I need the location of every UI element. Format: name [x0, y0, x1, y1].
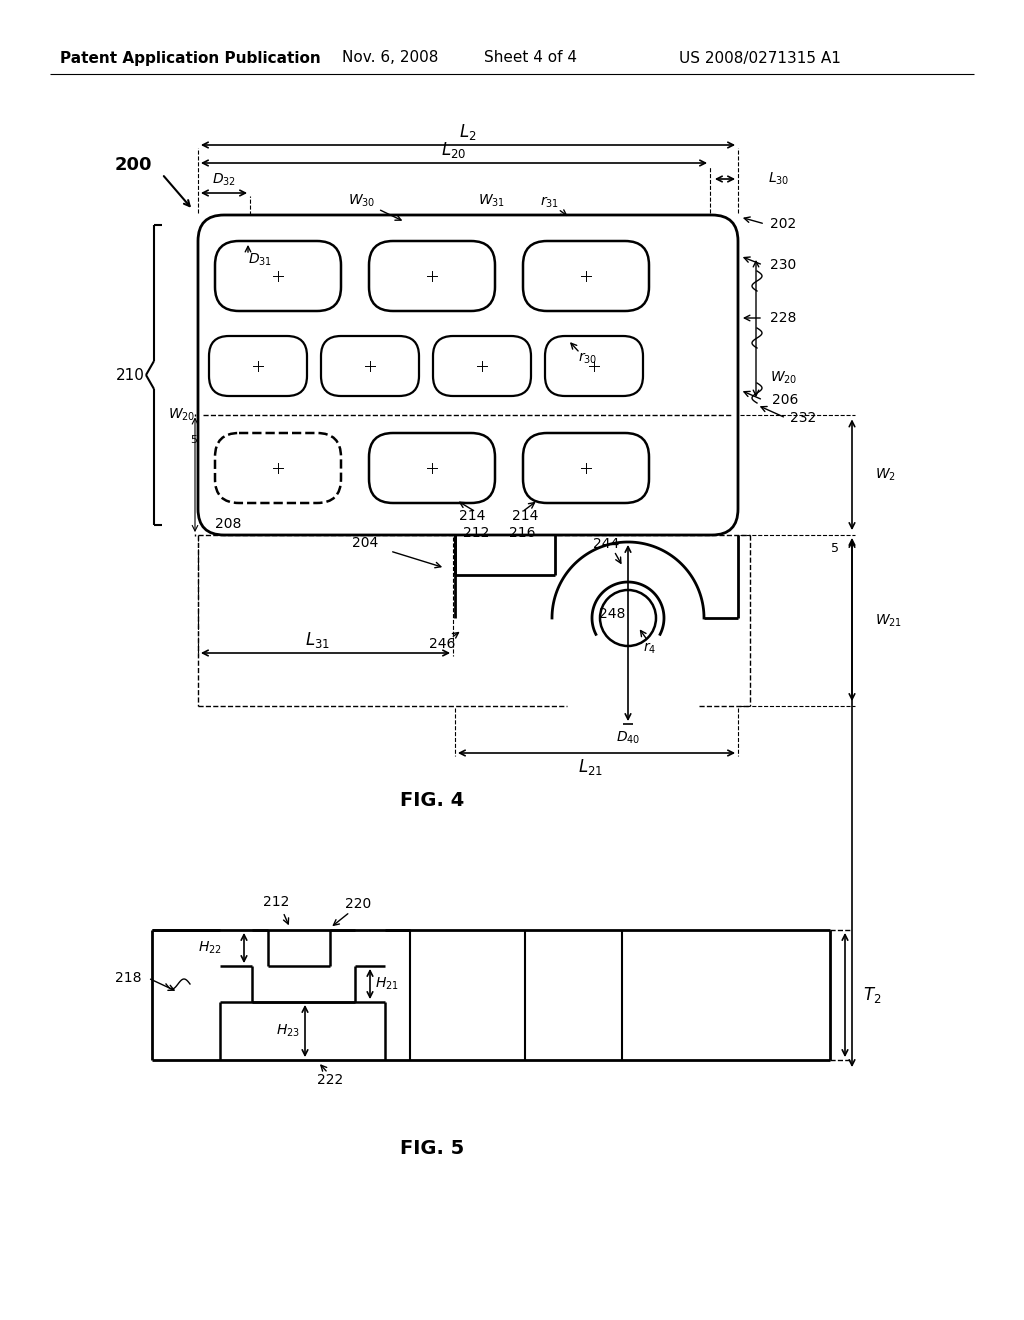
Text: 202: 202: [770, 216, 797, 231]
Text: 210: 210: [116, 367, 144, 383]
Text: 248: 248: [599, 607, 626, 620]
Text: $H_{23}$: $H_{23}$: [276, 1023, 300, 1039]
FancyBboxPatch shape: [215, 242, 341, 312]
Text: 244: 244: [593, 537, 620, 550]
Text: 216: 216: [509, 525, 536, 540]
Text: $H_{22}$: $H_{22}$: [199, 940, 222, 956]
Text: $W_2$: $W_2$: [874, 466, 896, 483]
FancyBboxPatch shape: [321, 337, 419, 396]
Text: $r_{30}$: $r_{30}$: [579, 350, 598, 366]
Text: US 2008/0271315 A1: US 2008/0271315 A1: [679, 50, 841, 66]
Text: $L_{20}$: $L_{20}$: [441, 140, 467, 160]
Text: $D_{31}$: $D_{31}$: [248, 252, 272, 268]
Text: $W_{31}$: $W_{31}$: [478, 193, 506, 209]
Text: 212: 212: [263, 895, 289, 909]
Text: FIG. 4: FIG. 4: [400, 791, 464, 809]
Text: $L_{31}$: $L_{31}$: [305, 630, 331, 649]
Text: $L_2$: $L_2$: [459, 121, 477, 143]
Text: 222: 222: [316, 1073, 343, 1086]
FancyBboxPatch shape: [523, 242, 649, 312]
Text: $H_{21}$: $H_{21}$: [375, 975, 399, 993]
Text: FIG. 5: FIG. 5: [400, 1138, 464, 1158]
Text: $W_{20}$: $W_{20}$: [168, 407, 196, 424]
FancyBboxPatch shape: [369, 242, 495, 312]
Text: 212: 212: [463, 525, 489, 540]
Text: 208: 208: [215, 517, 242, 531]
Text: 228: 228: [770, 312, 797, 325]
FancyBboxPatch shape: [545, 337, 643, 396]
Text: $r_{31}$: $r_{31}$: [541, 194, 559, 210]
FancyBboxPatch shape: [215, 433, 341, 503]
Text: $L_{21}$: $L_{21}$: [579, 756, 603, 777]
Text: $W_{20}$: $W_{20}$: [770, 370, 798, 387]
Text: Sheet 4 of 4: Sheet 4 of 4: [483, 50, 577, 66]
Text: 5: 5: [831, 541, 839, 554]
Text: 5: 5: [190, 436, 198, 445]
FancyBboxPatch shape: [433, 337, 531, 396]
Text: 220: 220: [345, 898, 371, 911]
Text: 218: 218: [116, 972, 142, 985]
Text: $T_2$: $T_2$: [863, 985, 882, 1005]
Text: 246: 246: [429, 638, 456, 651]
Text: 214: 214: [459, 510, 485, 523]
Text: 232: 232: [790, 411, 816, 425]
Text: 200: 200: [115, 156, 152, 174]
Text: $D_{40}$: $D_{40}$: [615, 730, 640, 746]
FancyBboxPatch shape: [523, 433, 649, 503]
Text: $D_{32}$: $D_{32}$: [212, 172, 237, 189]
Text: $r_4$: $r_4$: [643, 640, 656, 656]
Text: $W_{21}$: $W_{21}$: [874, 612, 902, 628]
Text: Nov. 6, 2008: Nov. 6, 2008: [342, 50, 438, 66]
Text: 214: 214: [512, 510, 539, 523]
Text: $L_{30}$: $L_{30}$: [768, 170, 790, 187]
Text: 204: 204: [352, 536, 378, 550]
Text: 230: 230: [770, 257, 797, 272]
Text: Patent Application Publication: Patent Application Publication: [59, 50, 321, 66]
FancyBboxPatch shape: [369, 433, 495, 503]
Text: 206: 206: [772, 393, 799, 407]
FancyBboxPatch shape: [209, 337, 307, 396]
Text: $W_{30}$: $W_{30}$: [348, 193, 376, 209]
FancyBboxPatch shape: [198, 215, 738, 535]
